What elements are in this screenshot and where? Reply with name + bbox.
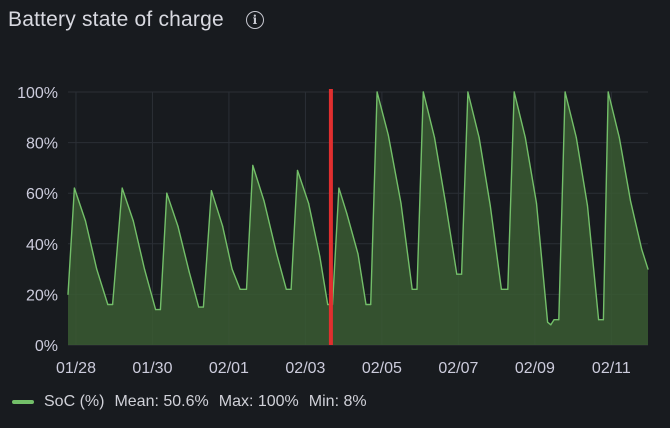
soc-point [96,268,98,270]
soc-area-fill [68,92,648,345]
legend-text: SoC (%) Mean: 50.6% Max: 100% Min: 8% [44,393,367,411]
x-axis: 01/28 01/30 02/01 02/03 02/05 02/07 02/09 02/11 [56,360,631,377]
soc-point [553,319,555,321]
y-tick-label: 20% [26,287,58,304]
soc-point [586,205,589,207]
soc-point [547,321,549,323]
soc-point [433,136,436,139]
soc-point [376,91,378,93]
soc-point [276,253,278,255]
x-tick-label: 02/09 [515,360,555,377]
soc-point [607,91,609,93]
legend-min: Min: 8% [308,393,367,410]
soc-point [338,187,340,189]
soc-point [202,306,205,308]
x-tick-label: 01/30 [132,360,172,377]
soc-point [456,273,458,275]
soc-point [177,225,179,227]
soc-point [290,288,292,290]
soc-point [132,220,134,222]
x-tick-label: 02/03 [285,360,325,377]
soc-point [121,187,123,189]
soc-point [558,319,560,321]
soc-point [365,303,367,306]
legend-swatch [12,400,34,404]
soc-point [308,202,310,204]
soc-point [252,164,254,166]
soc-point [422,91,424,93]
soc-point [198,306,200,308]
soc-point [67,293,69,295]
soc-point [159,308,162,311]
y-tick-label: 40% [26,237,58,254]
soc-point [73,187,75,189]
soc-point [285,288,287,290]
soc-point [575,136,577,139]
soc-point [387,134,389,136]
soc-point [400,202,402,204]
x-tick-label: 02/01 [209,360,249,377]
soc-point [641,248,643,250]
soc-point [296,169,299,172]
soc-point [524,136,526,139]
soc-point [629,200,632,202]
x-tick-label: 02/07 [438,360,478,377]
soc-point [239,288,241,290]
info-icon[interactable]: i [245,11,264,29]
x-tick-label: 02/11 [592,360,631,377]
y-tick-label: 100% [17,85,58,102]
soc-point [188,271,190,273]
soc-point [360,273,362,275]
soc-point [507,288,509,290]
soc-point [535,202,538,204]
y-axis: 0% 20% 40% 60% 80% 100% [17,85,58,355]
soc-point [319,255,321,258]
soc-point [416,288,418,290]
soc-point [210,190,213,192]
soc-point [166,192,168,194]
soc-point [221,225,224,227]
soc-point [478,136,480,139]
y-tick-label: 0% [35,338,58,355]
soc-point [513,91,515,93]
legend-series-name: SoC (%) [44,393,105,410]
soc-point [618,136,620,139]
soc-point [112,303,114,306]
soc-point [647,268,649,270]
soc-point [445,202,447,204]
soc-point [231,268,233,270]
soc-point [245,288,248,290]
soc-series [67,91,649,345]
soc-point [602,319,604,321]
y-tick-label: 80% [26,136,58,153]
x-tick-label: 02/05 [362,360,402,377]
panel-header: Battery state of charge i [8,6,264,34]
soc-point [598,319,600,321]
legend-max: Max: 100% [218,393,299,410]
soc-point [489,205,491,207]
soc-point [327,303,329,306]
x-tick-label: 01/28 [56,360,96,377]
soc-point [346,212,348,215]
legend[interactable]: SoC (%) Mean: 50.6% Max: 100% Min: 8% [12,393,367,411]
soc-point [357,253,359,255]
soc-point [500,288,503,290]
legend-mean: Mean: 50.6% [114,393,209,410]
soc-point [550,324,552,326]
panel-title: Battery state of charge [8,8,224,31]
soc-point [84,220,87,222]
soc-point [411,288,413,290]
soc-point [564,91,566,93]
soc-point [107,303,109,306]
soc-point [460,273,463,275]
y-tick-label: 60% [26,186,58,203]
soc-point [467,91,469,93]
soc-point [143,268,146,270]
soc-point [155,308,157,311]
soc-point [263,200,265,202]
soc-point [370,303,372,306]
